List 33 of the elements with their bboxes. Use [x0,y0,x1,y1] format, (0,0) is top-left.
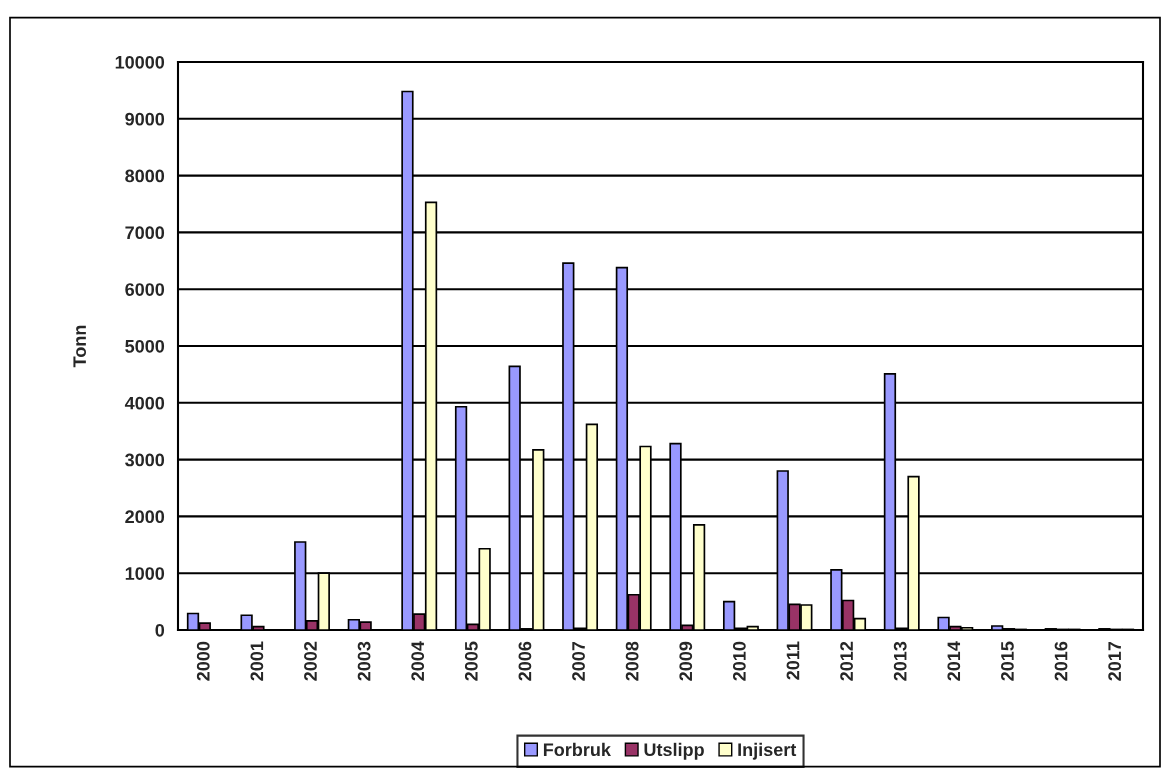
y-tick-label: 0 [155,623,165,637]
y-axis-title: Tonn [73,325,87,368]
x-tick-label: 2003 [357,641,371,681]
y-tick-label: 1000 [125,567,165,580]
y-tick-label: 5000 [125,339,165,353]
x-tick-label: 2002 [304,641,317,681]
x-tick-label: 2009 [679,641,693,681]
x-tick-label: 2015 [1001,641,1014,681]
y-tick-label: 4000 [124,396,165,410]
x-tick-label: 2013 [893,641,907,681]
x-tick-label: 2008 [625,641,639,681]
x-tick-label: 2010 [732,641,746,681]
y-tick-label: 7000 [125,226,165,240]
legend-label: Utslipp [644,742,704,760]
legend-label: Forbruk [543,742,611,757]
x-tick-label: 2012 [840,641,853,681]
y-tick-label: 9000 [125,112,165,126]
x-tick-label: 2004 [411,641,425,681]
x-tick-label: 2000 [196,641,210,681]
x-tick-label: 2005 [464,641,478,681]
x-tick-label: 2007 [572,641,585,681]
y-tick-label: 8000 [125,169,165,183]
x-tick-label: 2001 [250,641,264,681]
y-tick-label: 3000 [125,453,165,467]
x-tick-label: 2011 [786,641,800,680]
x-tick-label: 2017 [1108,641,1122,681]
x-tick-label: 2016 [1054,641,1068,681]
y-tick-label: 10000 [115,55,165,69]
y-tick-label: 2000 [125,510,165,524]
legend-label: Injisert [738,742,797,760]
y-tick-label: 6000 [125,283,165,296]
x-tick-label: 2006 [518,641,532,681]
x-tick-label: 2014 [947,641,961,681]
